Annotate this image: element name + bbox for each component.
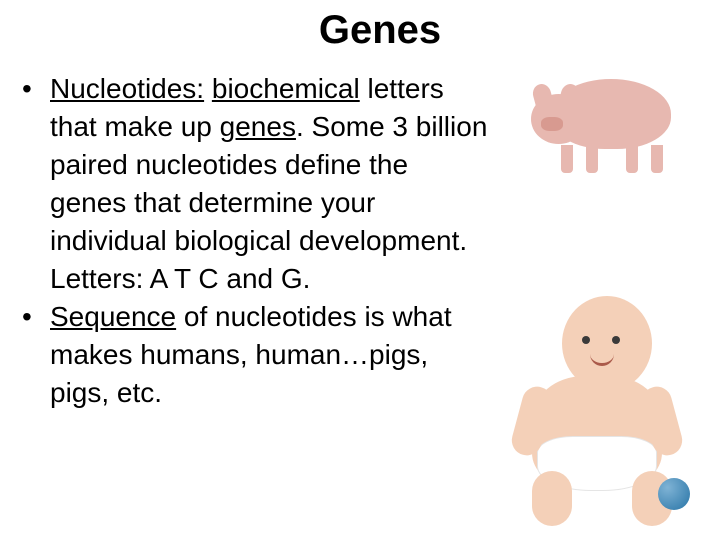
bullet-list: • Nucleotides: biochemical letters that … [22, 70, 492, 412]
term-biochemical: biochemical [212, 73, 360, 104]
pig-image [506, 14, 706, 214]
bullet-marker: • [22, 298, 50, 336]
text-span [204, 73, 212, 104]
baby-image [472, 273, 712, 538]
term-nucleotides: Nucleotides: [50, 73, 204, 104]
term-sequence: Sequence [50, 301, 176, 332]
pig-icon [531, 59, 681, 169]
bullet-text: Sequence of nucleotides is what makes hu… [50, 298, 492, 412]
bullet-marker: • [22, 70, 50, 108]
bullet-item: • Nucleotides: biochemical letters that … [22, 70, 492, 298]
bullet-text: Nucleotides: biochemical letters that ma… [50, 70, 492, 298]
bullet-item: • Sequence of nucleotides is what makes … [22, 298, 492, 412]
baby-icon [492, 296, 692, 516]
term-genes: genes [220, 111, 296, 142]
